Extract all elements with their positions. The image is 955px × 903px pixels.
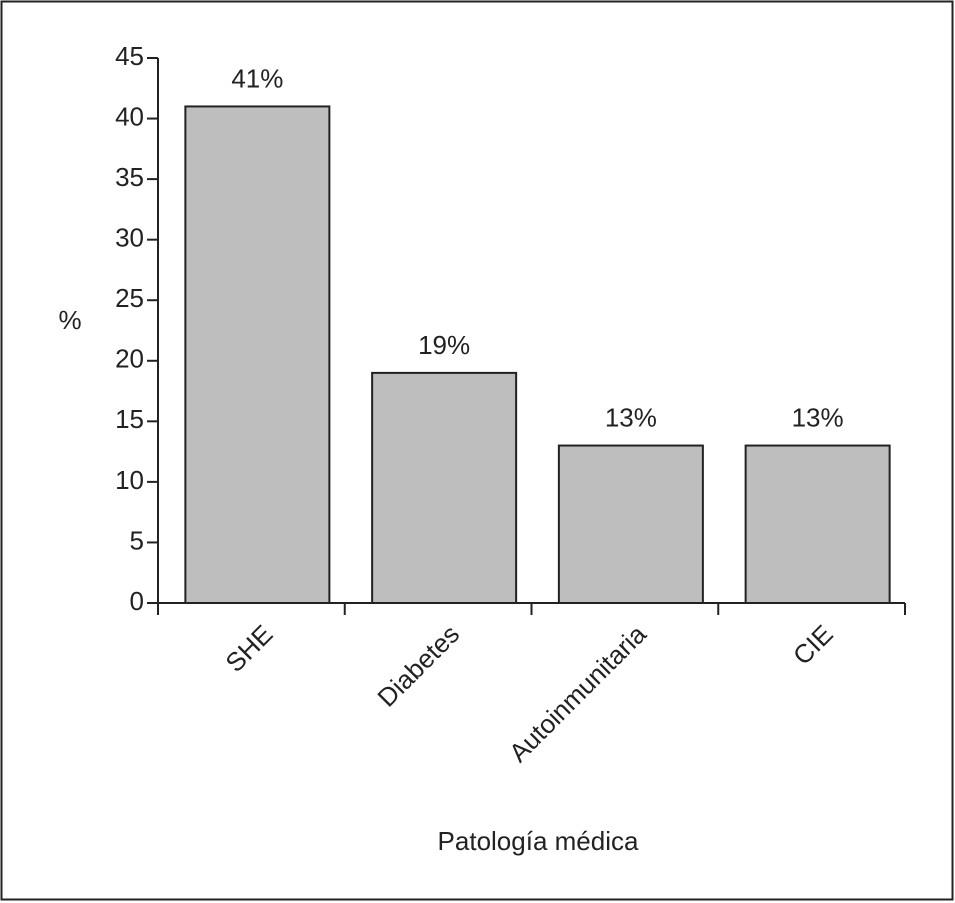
y-tick-label: 20 — [115, 344, 144, 374]
y-axis-label: % — [58, 305, 81, 335]
bar — [744, 444, 891, 604]
value-label: 13% — [792, 402, 844, 432]
bar — [557, 444, 704, 604]
x-axis-label: Patología médica — [438, 826, 639, 856]
y-tick-label: 15 — [115, 404, 144, 434]
y-tick-label: 25 — [115, 283, 144, 313]
y-tick-label: 30 — [115, 223, 144, 253]
bar — [184, 105, 331, 604]
y-tick-label: 5 — [130, 525, 144, 555]
value-label: 41% — [231, 63, 283, 93]
y-tick-label: 45 — [115, 41, 144, 71]
value-label: 19% — [418, 330, 470, 360]
bar — [371, 371, 518, 604]
value-label: 13% — [605, 402, 657, 432]
y-tick-label: 35 — [115, 162, 144, 192]
y-tick-label: 0 — [130, 586, 144, 616]
y-tick-label: 40 — [115, 101, 144, 131]
y-tick-label: 10 — [115, 465, 144, 495]
